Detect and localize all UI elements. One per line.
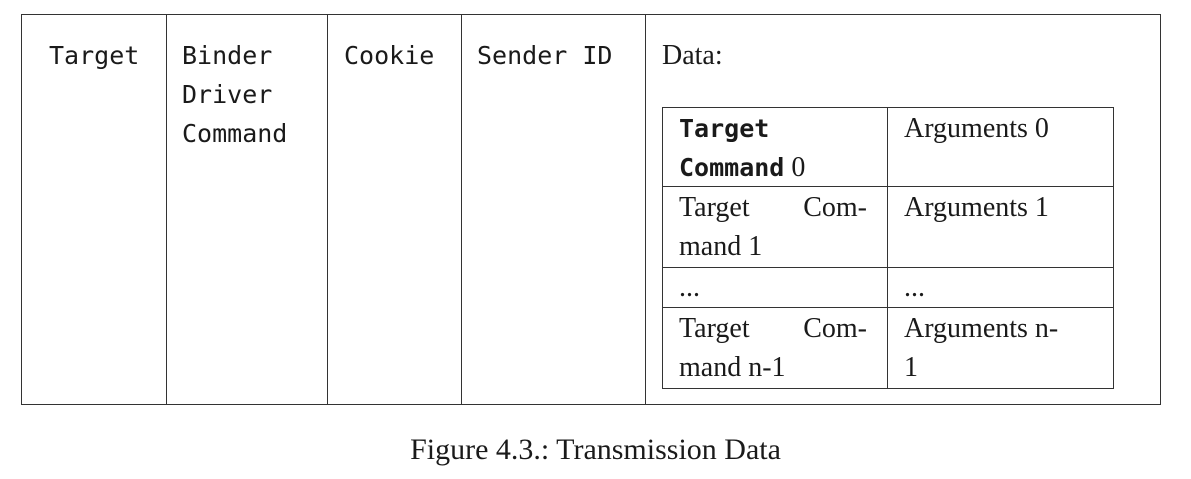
row1-cmd-a: Target — [679, 192, 750, 223]
row0-args-text: Arguments 0 — [904, 113, 1049, 144]
row3-cmd-line1: Target Com- — [679, 309, 867, 348]
column-divider — [461, 15, 462, 404]
row-divider — [663, 186, 1113, 187]
row1-args-text: Arguments 1 — [904, 192, 1049, 223]
column-divider — [166, 15, 167, 404]
row-divider — [663, 307, 1113, 308]
row2-cmd-text: ... — [679, 272, 700, 303]
row1-cmd-line1: Target Com- — [679, 188, 867, 227]
row0-cmd-line2: Command 0 — [679, 148, 805, 187]
row1-args: Arguments 1 — [904, 188, 1049, 227]
row0-command: Target Command 0 — [679, 109, 805, 187]
row3-cmd-line2: mand n-1 — [679, 352, 786, 383]
column-binder-line3: Command — [182, 119, 288, 148]
column-cookie: Cookie — [344, 41, 435, 70]
column-data: Data: — [662, 40, 723, 71]
figure-caption: Figure 4.3.: Transmission Data — [410, 433, 781, 466]
column-divider — [327, 15, 328, 404]
row3-command: Target Com- mand n-1 — [679, 309, 867, 387]
column-binder-line1: Binder — [182, 41, 273, 70]
row1-cmd-b: Com- — [803, 192, 867, 223]
transmission-table: Target Binder Driver Command Cookie Send… — [21, 14, 1161, 405]
row3-cmd-b: Com- — [803, 313, 867, 344]
row2-command: ... — [679, 268, 700, 307]
row-divider — [663, 267, 1113, 268]
row3-args-line1: Arguments n- — [904, 313, 1059, 344]
row0-cmd-mono: Command — [679, 153, 785, 182]
row3-cmd-a: Target — [679, 313, 750, 344]
row0-cmd-line1: Target — [679, 114, 770, 143]
row3-args-line2: 1 — [904, 352, 918, 383]
column-sender-id: Sender ID — [477, 41, 613, 70]
data-subtable: Target Command 0 Arguments 0 Target Com- … — [662, 107, 1114, 389]
row2-args-text: ... — [904, 272, 925, 303]
row0-cmd-num: 0 — [784, 152, 806, 183]
subtable-divider — [887, 108, 888, 388]
row2-args: ... — [904, 268, 925, 307]
row0-args: Arguments 0 — [904, 109, 1049, 148]
column-binder-line2: Driver — [182, 80, 273, 109]
row1-command: Target Com- mand 1 — [679, 188, 867, 266]
column-target: Target — [49, 41, 140, 70]
row3-args: Arguments n- 1 — [904, 309, 1058, 387]
column-divider — [645, 15, 646, 404]
row1-cmd-line2: mand 1 — [679, 231, 763, 262]
